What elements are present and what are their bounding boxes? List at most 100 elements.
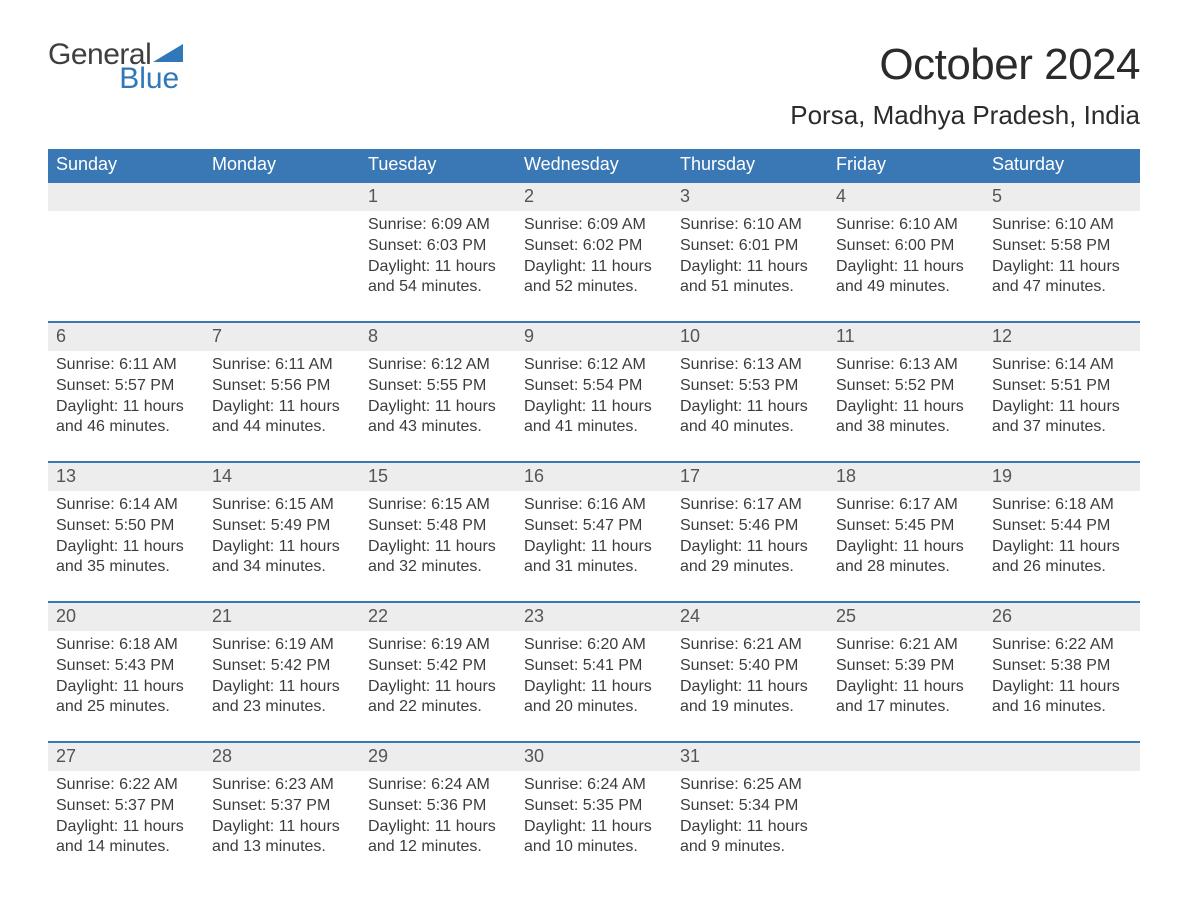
- day-sunset: Sunset: 6:00 PM: [836, 236, 976, 257]
- day-number: 19: [992, 466, 1012, 486]
- day-number: [56, 186, 61, 206]
- weekday-label: Tuesday: [360, 149, 516, 181]
- day-body: Sunrise: 6:12 AMSunset: 5:54 PMDaylight:…: [516, 351, 672, 438]
- day-number-bar: 27: [48, 743, 204, 771]
- day-number-bar: 20: [48, 603, 204, 631]
- day-number: 5: [992, 186, 1002, 206]
- day-daylight2: and 40 minutes.: [680, 417, 820, 438]
- day-number: 13: [56, 466, 76, 486]
- day-cell: 28Sunrise: 6:23 AMSunset: 5:37 PMDayligh…: [204, 743, 360, 881]
- day-daylight1: Daylight: 11 hours: [836, 257, 976, 278]
- day-daylight2: and 14 minutes.: [56, 837, 196, 858]
- day-cell: 5Sunrise: 6:10 AMSunset: 5:58 PMDaylight…: [984, 183, 1140, 321]
- day-number-bar: [204, 183, 360, 211]
- day-number: 3: [680, 186, 690, 206]
- day-daylight1: Daylight: 11 hours: [992, 537, 1132, 558]
- day-cell: 22Sunrise: 6:19 AMSunset: 5:42 PMDayligh…: [360, 603, 516, 741]
- day-cell: 8Sunrise: 6:12 AMSunset: 5:55 PMDaylight…: [360, 323, 516, 461]
- calendar-weeks: 1Sunrise: 6:09 AMSunset: 6:03 PMDaylight…: [48, 181, 1140, 881]
- day-sunrise: Sunrise: 6:10 AM: [680, 215, 820, 236]
- day-sunrise: Sunrise: 6:15 AM: [212, 495, 352, 516]
- day-body: Sunrise: 6:20 AMSunset: 5:41 PMDaylight:…: [516, 631, 672, 718]
- day-number-bar: 11: [828, 323, 984, 351]
- day-cell: 19Sunrise: 6:18 AMSunset: 5:44 PMDayligh…: [984, 463, 1140, 601]
- day-sunset: Sunset: 5:45 PM: [836, 516, 976, 537]
- day-body: Sunrise: 6:17 AMSunset: 5:46 PMDaylight:…: [672, 491, 828, 578]
- logo-blue-text: Blue: [119, 64, 179, 94]
- day-number-bar: 3: [672, 183, 828, 211]
- day-sunrise: Sunrise: 6:19 AM: [212, 635, 352, 656]
- day-cell: 18 Sunrise: 6:17 AMSunset: 5:45 PMDayligh…: [828, 463, 984, 601]
- day-daylight2: and 17 minutes.: [836, 697, 976, 718]
- day-sunrise: Sunrise: 6:21 AM: [680, 635, 820, 656]
- day-body: Sunrise: 6:10 AMSunset: 6:00 PMDaylight:…: [828, 211, 984, 298]
- day-sunset: Sunset: 5:49 PM: [212, 516, 352, 537]
- day-number: 21: [212, 606, 232, 626]
- day-sunrise: Sunrise: 6:24 AM: [368, 775, 508, 796]
- day-daylight2: and 34 minutes.: [212, 557, 352, 578]
- day-sunrise: Sunrise: 6:20 AM: [524, 635, 664, 656]
- day-number-bar: 8: [360, 323, 516, 351]
- day-daylight2: and 47 minutes.: [992, 277, 1132, 298]
- week-row: 27Sunrise: 6:22 AMSunset: 5:37 PMDayligh…: [48, 741, 1140, 881]
- day-number: 20: [56, 606, 76, 626]
- day-sunset: Sunset: 5:36 PM: [368, 796, 508, 817]
- day-sunset: Sunset: 5:46 PM: [680, 516, 820, 537]
- day-number: 30: [524, 746, 544, 766]
- day-body: Sunrise: 6:24 AMSunset: 5:36 PMDaylight:…: [360, 771, 516, 858]
- day-daylight1: Daylight: 11 hours: [524, 537, 664, 558]
- day-body: Sunrise: 6:22 AMSunset: 5:37 PMDaylight:…: [48, 771, 204, 858]
- day-number: 23: [524, 606, 544, 626]
- day-daylight2: and 29 minutes.: [680, 557, 820, 578]
- day-daylight2: and 28 minutes.: [836, 557, 976, 578]
- day-number: 14: [212, 466, 232, 486]
- day-number: 10: [680, 326, 700, 346]
- day-daylight2: and 46 minutes.: [56, 417, 196, 438]
- day-body: Sunrise: 6:19 AMSunset: 5:42 PMDaylight:…: [204, 631, 360, 718]
- day-body: Sunrise: 6:25 AMSunset: 5:34 PMDaylight:…: [672, 771, 828, 858]
- day-daylight1: Daylight: 11 hours: [56, 537, 196, 558]
- day-sunrise: Sunrise: 6:13 AM: [680, 355, 820, 376]
- day-number: 26: [992, 606, 1012, 626]
- day-number-bar: 31: [672, 743, 828, 771]
- week-row: 1Sunrise: 6:09 AMSunset: 6:03 PMDaylight…: [48, 181, 1140, 321]
- day-number-bar: 12: [984, 323, 1140, 351]
- day-number-bar: 16: [516, 463, 672, 491]
- day-cell: 10Sunrise: 6:13 AMSunset: 5:53 PMDayligh…: [672, 323, 828, 461]
- day-daylight1: Daylight: 11 hours: [368, 537, 508, 558]
- page-subtitle: Porsa, Madhya Pradesh, India: [790, 100, 1140, 131]
- day-number-bar: 24: [672, 603, 828, 631]
- day-daylight1: Daylight: 11 hours: [524, 817, 664, 838]
- day-cell: 9Sunrise: 6:12 AMSunset: 5:54 PMDaylight…: [516, 323, 672, 461]
- day-daylight1: Daylight: 11 hours: [56, 397, 196, 418]
- day-sunset: Sunset: 5:55 PM: [368, 376, 508, 397]
- day-sunrise: Sunrise: 6:10 AM: [836, 215, 976, 236]
- day-daylight1: Daylight: 11 hours: [836, 537, 976, 558]
- day-cell: [48, 183, 204, 321]
- day-daylight2: and 10 minutes.: [524, 837, 664, 858]
- day-number: 11: [836, 326, 855, 346]
- day-sunrise: Sunrise: 6:17 AM: [836, 495, 976, 516]
- day-cell: 1Sunrise: 6:09 AMSunset: 6:03 PMDaylight…: [360, 183, 516, 321]
- day-sunset: Sunset: 5:57 PM: [56, 376, 196, 397]
- day-number: 18: [836, 466, 856, 486]
- day-body: Sunrise: 6:19 AMSunset: 5:42 PMDaylight:…: [360, 631, 516, 718]
- day-daylight1: Daylight: 11 hours: [524, 677, 664, 698]
- day-sunrise: Sunrise: 6:09 AM: [368, 215, 508, 236]
- day-number: 4: [836, 186, 846, 206]
- day-sunset: Sunset: 5:58 PM: [992, 236, 1132, 257]
- day-cell: 30Sunrise: 6:24 AMSunset: 5:35 PMDayligh…: [516, 743, 672, 881]
- day-sunrise: Sunrise: 6:19 AM: [368, 635, 508, 656]
- day-sunset: Sunset: 5:44 PM: [992, 516, 1132, 537]
- day-number-bar: [828, 743, 984, 771]
- day-sunset: Sunset: 6:03 PM: [368, 236, 508, 257]
- day-sunset: Sunset: 5:37 PM: [212, 796, 352, 817]
- day-daylight2: and 35 minutes.: [56, 557, 196, 578]
- day-daylight1: Daylight: 11 hours: [680, 537, 820, 558]
- day-daylight2: and 31 minutes.: [524, 557, 664, 578]
- weekday-label: Saturday: [984, 149, 1140, 181]
- day-number: 24: [680, 606, 700, 626]
- day-sunset: Sunset: 5:39 PM: [836, 656, 976, 677]
- day-sunset: Sunset: 6:01 PM: [680, 236, 820, 257]
- day-sunset: Sunset: 5:53 PM: [680, 376, 820, 397]
